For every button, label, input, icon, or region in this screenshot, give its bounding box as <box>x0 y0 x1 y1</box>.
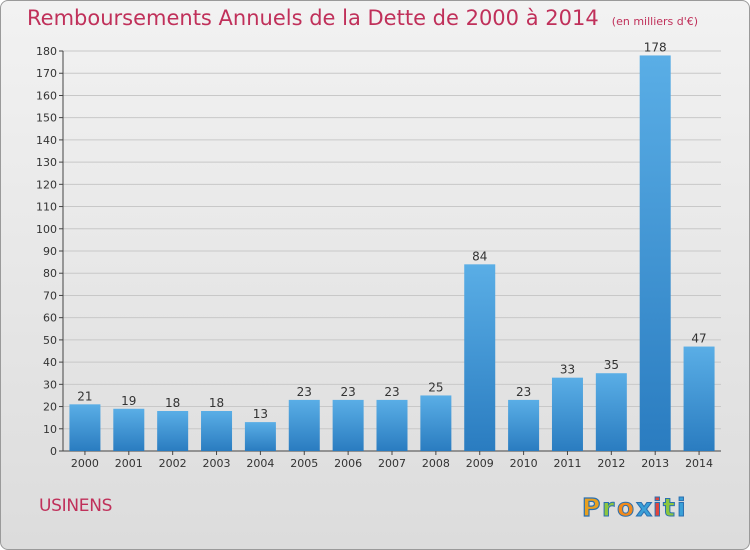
y-tick-label: 130 <box>36 156 57 169</box>
bar <box>288 399 320 451</box>
svg-text:i: i <box>653 493 662 522</box>
y-tick-label: 150 <box>36 112 57 125</box>
y-tick-label: 110 <box>36 201 57 214</box>
x-tick-label: 2006 <box>334 457 362 470</box>
bar <box>113 408 145 451</box>
x-tick-label: 2003 <box>203 457 231 470</box>
bar <box>376 399 408 451</box>
chart-unit: (en milliers d'€) <box>611 15 699 28</box>
bar-value-label: 25 <box>428 380 443 394</box>
bar <box>157 411 189 451</box>
svg-text:P: P <box>582 493 600 522</box>
bar <box>508 399 540 451</box>
proxiti-logo: P r o x i t i <box>582 492 686 522</box>
svg-text:x: x <box>636 493 652 522</box>
x-tick-label: 2014 <box>685 457 713 470</box>
y-tick-label: 160 <box>36 89 57 102</box>
chart-title: Remboursements Annuels de la Dette de 20… <box>27 6 599 30</box>
bar <box>244 422 276 451</box>
bar <box>332 399 364 451</box>
y-tick-label: 170 <box>36 67 57 80</box>
y-tick-label: 40 <box>43 356 57 369</box>
x-tick-label: 2010 <box>510 457 538 470</box>
x-tick-label: 2002 <box>159 457 187 470</box>
x-tick-label: 2001 <box>115 457 143 470</box>
x-tick-label: 2005 <box>290 457 318 470</box>
y-tick-label: 20 <box>43 401 57 414</box>
bar-value-label: 23 <box>297 385 312 399</box>
y-tick-label: 50 <box>43 334 57 347</box>
bar <box>201 411 233 451</box>
bar-value-label: 13 <box>253 407 268 421</box>
bar-value-label: 23 <box>516 385 531 399</box>
y-tick-label: 10 <box>43 423 57 436</box>
bar-value-label: 33 <box>560 363 575 377</box>
y-tick-label: 30 <box>43 378 57 391</box>
bar-value-label: 47 <box>691 332 706 346</box>
x-tick-label: 2000 <box>71 457 99 470</box>
bar-value-label: 84 <box>472 249 487 263</box>
bar <box>420 395 452 451</box>
commune-name: USINENS <box>39 496 113 516</box>
x-tick-label: 2013 <box>641 457 669 470</box>
bar-value-label: 23 <box>340 385 355 399</box>
bar-value-label: 19 <box>121 394 136 408</box>
x-tick-label: 2009 <box>466 457 494 470</box>
x-tick-label: 2007 <box>378 457 406 470</box>
y-tick-label: 100 <box>36 223 57 236</box>
bar <box>551 377 583 451</box>
svg-text:i: i <box>677 493 686 522</box>
x-tick-label: 2012 <box>597 457 625 470</box>
y-tick-label: 120 <box>36 178 57 191</box>
y-tick-label: 0 <box>50 445 57 458</box>
svg-text:o: o <box>617 493 634 522</box>
bar-value-label: 35 <box>604 358 619 372</box>
bar-value-label: 18 <box>209 396 224 410</box>
svg-text:t: t <box>663 493 675 522</box>
bar-value-label: 21 <box>77 389 92 403</box>
bar <box>69 404 101 451</box>
y-tick-label: 180 <box>36 45 57 58</box>
bar <box>464 264 496 451</box>
y-tick-label: 90 <box>43 245 57 258</box>
bar <box>595 373 627 451</box>
bar <box>683 346 715 451</box>
bar-value-label: 18 <box>165 396 180 410</box>
y-tick-label: 70 <box>43 289 57 302</box>
chart-title-row: Remboursements Annuels de la Dette de 20… <box>27 6 698 30</box>
bar-value-label: 23 <box>384 385 399 399</box>
svg-text:r: r <box>602 493 615 522</box>
y-tick-label: 80 <box>43 267 57 280</box>
x-tick-label: 2004 <box>246 457 274 470</box>
y-tick-label: 140 <box>36 134 57 147</box>
bar-value-label: 178 <box>644 40 667 54</box>
x-tick-label: 2011 <box>553 457 581 470</box>
bar <box>639 55 671 451</box>
x-tick-label: 2008 <box>422 457 450 470</box>
y-tick-label: 60 <box>43 312 57 325</box>
